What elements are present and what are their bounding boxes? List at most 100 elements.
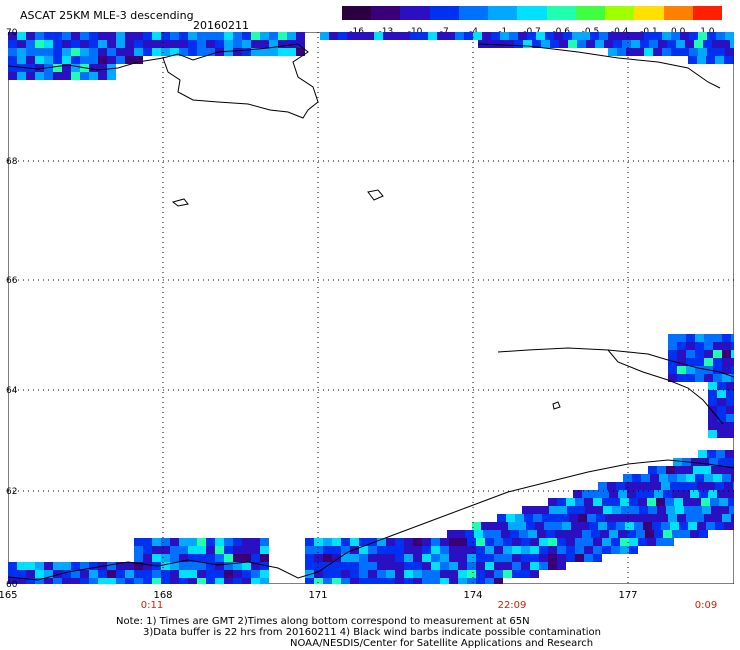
swath-cell [476,570,485,578]
swath-cell [431,554,440,562]
swath-cell [713,358,722,366]
swath-cell [677,374,686,382]
swath-cell [35,562,44,570]
swath-cell [557,546,566,554]
swath-cell [287,40,296,48]
colorbar-segment [546,6,576,20]
swath-cell [472,522,481,530]
swath-cell [666,506,675,514]
swath-cell [575,498,584,506]
swath-cell [89,64,98,72]
swath-cell [512,546,521,554]
swath-cell [693,506,702,514]
swath-cell [600,490,609,498]
swath-cell [404,554,413,562]
swath-cell [494,538,503,546]
swath-cell [698,450,707,458]
swath-cell [686,334,695,342]
swath-cell [431,570,440,578]
swath-cell [726,430,734,438]
swath-cell [71,32,80,40]
swath-cell [632,474,641,482]
swath-cell [188,546,197,554]
swath-cell [62,48,71,56]
swath-cell [116,32,125,40]
swath-cell [188,554,197,562]
swath-cell [548,554,557,562]
swath-cell [614,514,623,522]
swath-cell [395,578,404,584]
swath-cell [224,554,233,562]
swath-cell [593,546,602,554]
swath-cell [440,554,449,562]
swath-cell [707,450,716,458]
swath-cell [720,506,729,514]
swath-cell [710,498,719,506]
colorbar-segment [342,6,372,20]
swath-cell [206,538,215,546]
swath-cell [686,474,695,482]
swath-cell [539,546,548,554]
swath-cell [449,578,458,584]
swath-cell [536,32,545,40]
swath-cell [296,32,305,40]
swath-cell [672,490,681,498]
swath-cell [711,506,720,514]
swath-cell [395,546,404,554]
swath-cell [677,474,686,482]
swath-cell [713,474,722,482]
swath-cell [134,32,143,40]
colorbar-segment [663,6,693,20]
swath-cell [731,334,734,342]
swath-cell [620,538,629,546]
swath-cell [668,334,677,342]
swath-cell [681,530,690,538]
swath-cell [492,530,501,538]
swath-cell [508,522,517,530]
swath-cell [98,72,107,80]
swath-cell [677,350,686,358]
time-label-middle: 22:09 [497,600,527,611]
swath-cell [641,514,650,522]
swath-cell [645,530,654,538]
swath-cell [359,554,368,562]
swath-cell [188,562,197,570]
swath-cell [634,482,643,490]
swath-cell [356,32,365,40]
swath-cell [707,48,716,56]
swath-cell [626,48,635,56]
swath-cell [404,570,413,578]
swath-cell [242,570,251,578]
swath-cell [573,530,582,538]
swath-cell [323,570,332,578]
swath-cell [622,40,631,48]
swath-cell [494,554,503,562]
swath-cell [649,40,658,48]
swath-cell [726,490,734,498]
swath-cell [170,554,179,562]
swath-cell [161,578,170,584]
swath-cell [143,40,152,48]
swath-cell [314,578,323,584]
swath-cell [607,522,616,530]
swath-cell [197,578,206,584]
swath-cell [224,48,233,56]
swath-cell [676,40,685,48]
swath-cell [143,546,152,554]
swath-cell [377,554,386,562]
swath-cell [680,32,689,40]
map-date: 20160211 [193,19,249,32]
lat-label-68: 68 [6,157,18,167]
swath-cell [251,562,260,570]
island-outline [552,401,561,410]
swath-cell [242,546,251,554]
swath-cell [179,538,188,546]
swath-cell [296,40,305,48]
swath-cell [98,48,107,56]
swath-cell [260,562,269,570]
swath-cell [116,40,125,48]
swath-cell [134,546,143,554]
swath-cell [629,546,638,554]
swath-cell [548,538,557,546]
swath-cell [188,48,197,56]
